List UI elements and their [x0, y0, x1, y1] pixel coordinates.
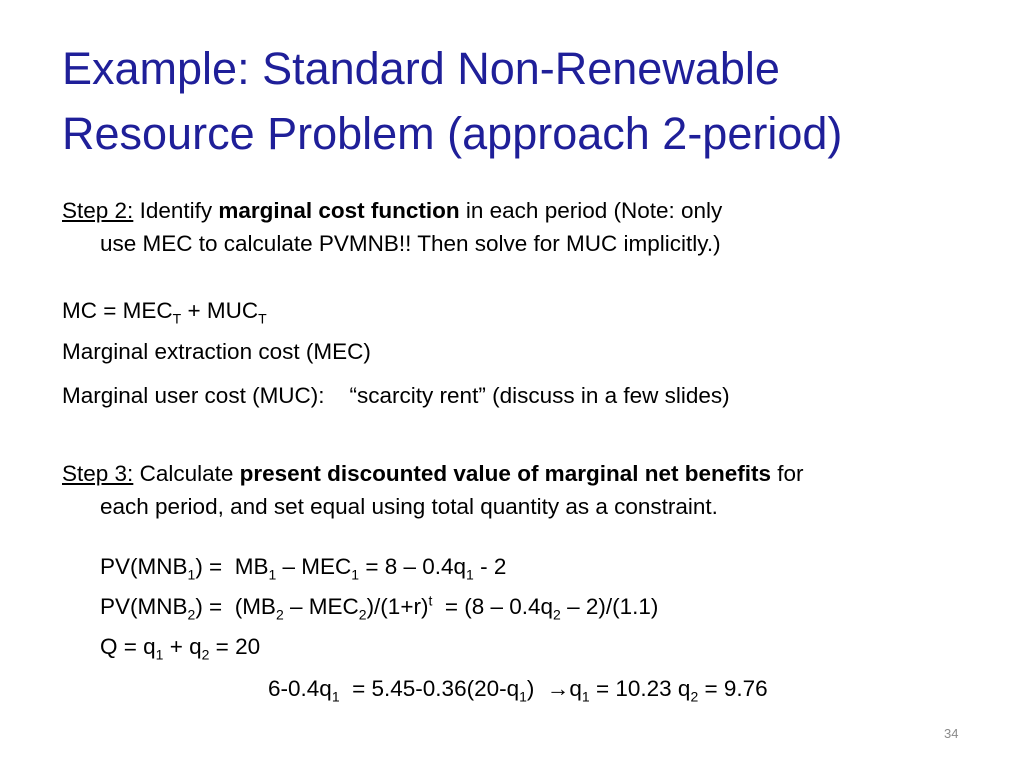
subscript: 2: [690, 688, 699, 705]
subscript: 2: [187, 606, 196, 623]
text-segment: = (8 – 0.4q: [432, 594, 554, 619]
title-line-2: Resource Problem (approach 2-period): [62, 108, 843, 159]
text-segment: = 20: [209, 634, 261, 659]
text-segment: – 2)/(1.1): [560, 594, 659, 619]
subscript: 2: [201, 646, 210, 663]
subscript: 1: [331, 688, 340, 705]
arrow-icon: →: [546, 676, 570, 701]
text-segment: each period, and set equal using total q…: [100, 494, 718, 519]
text-segment: for: [770, 461, 804, 486]
text-segment: Identify: [133, 198, 219, 223]
text-segment: ) = (MB: [195, 594, 276, 619]
step3-line1: Step 3: Calculate present discounted val…: [62, 459, 804, 489]
subscript: 1: [519, 688, 527, 705]
text-segment: = 5.45-0.36(20-q: [339, 676, 520, 701]
text-segment: PV(MNB: [100, 594, 188, 619]
subscript: 2: [275, 606, 284, 623]
title-line-1: Example: Standard Non-Renewable: [62, 43, 780, 94]
text-segment: = 10.23 q: [589, 676, 691, 701]
slide-title: Example: Standard Non-Renewable Resource…: [62, 36, 1002, 166]
pv-mnb1: PV(MNB1) = MB1 – MEC1 = 8 – 0.4q1 - 2: [100, 552, 506, 582]
subscript: 1: [351, 566, 360, 583]
text-segment: 6-0.4q: [268, 676, 332, 701]
subscript: 2: [553, 606, 561, 623]
text-segment: Marginal user cost (MUC): “scarcity rent…: [62, 383, 730, 408]
subscript: 1: [268, 566, 277, 583]
step3-line2: each period, and set equal using total q…: [100, 492, 718, 522]
text-segment: marginal cost function: [218, 198, 460, 223]
text-segment: PV(MNB: [100, 554, 188, 579]
text-segment: Marginal extraction cost (MEC): [62, 339, 371, 364]
text-segment: = 9.76: [698, 676, 768, 701]
text-segment: Q = q: [100, 634, 156, 659]
text-segment: + q: [163, 634, 202, 659]
subscript: 1: [466, 566, 474, 583]
mc-equation: MC = MECT + MUCT: [62, 296, 267, 326]
mec-definition: Marginal extraction cost (MEC): [62, 337, 371, 367]
subscript: 1: [155, 646, 164, 663]
text-segment: q: [569, 676, 582, 701]
text-segment: Calculate: [133, 461, 240, 486]
subscript: 1: [581, 688, 590, 705]
text-segment: ): [526, 676, 547, 701]
text-segment: – MEC: [283, 594, 359, 619]
pv-mnb2: PV(MNB2) = (MB2 – MEC2)/(1+r)t = (8 – 0.…: [100, 592, 658, 622]
superscript: t: [428, 592, 433, 609]
muc-definition: Marginal user cost (MUC): “scarcity rent…: [62, 381, 730, 411]
step2-line1: Step 2: Identify marginal cost function …: [62, 196, 722, 226]
text-segment: use MEC to calculate PVMNB!! Then solve …: [100, 231, 721, 256]
text-segment: + MUC: [181, 298, 259, 323]
text-segment: Step 3:: [62, 461, 134, 486]
step2-line2: use MEC to calculate PVMNB!! Then solve …: [100, 229, 721, 259]
solution: 6-0.4q1 = 5.45-0.36(20-q1) →q1 = 10.23 q…: [268, 674, 768, 704]
text-segment: in each period (Note: only: [459, 198, 723, 223]
text-segment: – MEC: [276, 554, 352, 579]
text-segment: ) = MB: [195, 554, 269, 579]
text-segment: present discounted value of marginal net…: [239, 461, 771, 486]
subscript: T: [172, 310, 182, 327]
quantity-constraint: Q = q1 + q2 = 20: [100, 632, 260, 662]
subscript: 1: [187, 566, 196, 583]
text-segment: = 8 – 0.4q: [359, 554, 467, 579]
subscript: 2: [358, 606, 367, 623]
text-segment: - 2: [473, 554, 507, 579]
text-segment: Step 2:: [62, 198, 134, 223]
subscript: T: [258, 310, 267, 327]
page-number: 34: [944, 726, 959, 741]
text-segment: )/(1+r): [366, 594, 429, 619]
text-segment: MC = MEC: [62, 298, 173, 323]
